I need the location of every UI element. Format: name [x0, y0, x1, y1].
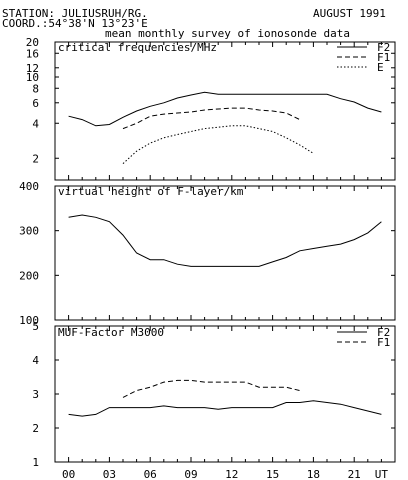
legend-label: E: [377, 61, 384, 74]
y-tick-label: 2: [32, 152, 39, 165]
coordinates-label: COORD.:54°38'N 13°23'E: [2, 17, 148, 30]
panel-title: virtual height of F-layer/km: [58, 185, 244, 198]
station-label: STATION: JULIUSRUH/RG.: [2, 7, 148, 20]
y-tick-label: 1: [32, 456, 39, 469]
y-tick-label: 4: [32, 117, 39, 130]
x-tick-label: 06: [144, 468, 157, 480]
y-tick-label: 4: [32, 354, 39, 367]
series-line-E: [122, 125, 314, 164]
x-tick-label: 15: [266, 468, 279, 480]
panel-frame-2: [54, 325, 396, 463]
series-line-F1: [122, 107, 301, 130]
series-line-F2: [68, 91, 382, 127]
legend-label: F1: [377, 336, 390, 349]
x-tick-label: 21: [348, 468, 361, 480]
date-label: AUGUST 1991: [313, 7, 386, 20]
panel-title: critical frequencies/MHz: [58, 41, 217, 54]
x-tick-label: 09: [184, 468, 197, 480]
x-tick-label: 18: [307, 468, 320, 480]
y-tick-label: 10: [26, 71, 39, 84]
y-tick-label: 3: [32, 388, 39, 401]
y-tick-label: 200: [19, 269, 39, 282]
panel-frame-1: [54, 185, 396, 321]
y-tick-label: 12: [26, 62, 39, 75]
survey-title: mean monthly survey of ionosonde data: [105, 27, 351, 40]
y-tick-label: 300: [19, 225, 39, 238]
legend-label: F1: [377, 51, 390, 64]
y-tick-label: 16: [26, 47, 39, 60]
series-line-F1: [122, 379, 300, 398]
legend-label: F2: [377, 326, 390, 339]
y-tick-label: 400: [19, 180, 39, 193]
y-tick-label: 8: [32, 82, 39, 95]
y-tick-label: 20: [26, 36, 39, 49]
series-line-h: [68, 214, 382, 267]
x-tick-label: 03: [103, 468, 116, 480]
y-tick-label: 2: [32, 422, 39, 435]
legend-label: F2: [377, 41, 390, 54]
x-tick-label: UT: [375, 468, 389, 480]
panel-frame-0: [54, 41, 396, 181]
x-tick-label: 12: [225, 468, 238, 480]
x-tick-label: 00: [62, 468, 75, 480]
y-tick-label: 5: [32, 320, 39, 333]
panel-title: MUF-Factor M3000: [58, 326, 164, 339]
series-line-F2: [68, 400, 382, 417]
y-tick-label: 100: [19, 314, 39, 327]
y-tick-label: 6: [32, 97, 39, 110]
